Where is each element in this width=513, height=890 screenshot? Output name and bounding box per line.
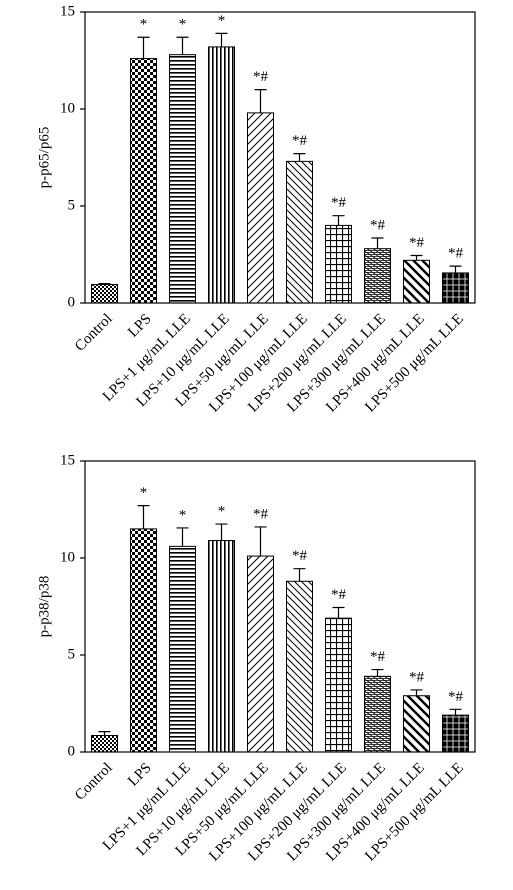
y-tick-label: 10 <box>60 100 75 116</box>
bar <box>247 555 274 753</box>
bar <box>286 580 313 753</box>
significance-label: *# <box>292 548 308 564</box>
significance-label: * <box>179 17 187 33</box>
error-bar <box>371 237 384 249</box>
bar <box>247 112 274 304</box>
y-tick-label: 5 <box>68 646 76 662</box>
plot-frame <box>84 460 476 753</box>
x-tick-label: Control <box>72 760 116 804</box>
bar <box>325 224 352 304</box>
bar <box>169 54 196 304</box>
y-axis-label: p-p65/p65 <box>36 127 52 189</box>
bar <box>208 540 235 753</box>
significance-label: * <box>140 17 148 33</box>
error-bar <box>215 523 228 541</box>
y-tick-label: 0 <box>68 743 76 759</box>
error-bar <box>449 265 462 273</box>
significance-label: * <box>218 503 226 519</box>
x-tick-label: LPS <box>125 760 155 790</box>
significance-label: * <box>179 507 187 523</box>
significance-label: *# <box>253 506 269 522</box>
error-bar <box>98 283 111 285</box>
bar <box>130 58 157 304</box>
bar <box>403 695 430 753</box>
error-bar <box>293 568 306 582</box>
bar <box>364 248 391 304</box>
error-bar <box>176 527 189 547</box>
plot-frame <box>84 11 476 304</box>
error-bar <box>254 526 267 557</box>
significance-label: *# <box>448 689 464 705</box>
y-axis-label: p-p38/p38 <box>36 576 52 638</box>
significance-label: *# <box>253 69 269 85</box>
error-bar <box>176 36 189 55</box>
x-tick-label: Control <box>72 311 116 355</box>
bar <box>364 675 391 753</box>
bar <box>403 259 430 304</box>
error-bar <box>410 254 423 261</box>
y-tick-label: 15 <box>60 452 75 468</box>
significance-label: *# <box>370 649 386 665</box>
bar <box>442 714 469 753</box>
bar <box>91 284 118 304</box>
significance-label: *# <box>409 669 425 685</box>
error-bar <box>215 32 228 47</box>
bar <box>91 735 118 753</box>
error-bar <box>449 708 462 716</box>
error-bar <box>293 153 306 162</box>
significance-label: *# <box>370 217 386 233</box>
bar <box>130 528 157 753</box>
bar <box>442 272 469 304</box>
bar <box>169 545 196 753</box>
y-tick-label: 5 <box>68 197 76 213</box>
y-tick-label: 15 <box>60 3 75 19</box>
error-bar <box>98 731 111 736</box>
significance-label: *# <box>448 246 464 262</box>
significance-label: * <box>218 13 226 29</box>
x-tick-label: LPS <box>125 311 155 341</box>
bar <box>208 46 235 304</box>
bar <box>286 160 313 304</box>
bar <box>325 617 352 753</box>
y-tick-label: 10 <box>60 549 75 565</box>
error-bar <box>371 668 384 677</box>
error-bar <box>410 689 423 696</box>
error-bar <box>332 606 345 619</box>
error-bar <box>137 505 150 529</box>
error-bar <box>254 89 267 113</box>
significance-label: * <box>140 485 148 501</box>
significance-label: *# <box>409 235 425 251</box>
significance-label: *# <box>331 195 347 211</box>
error-bar <box>332 215 345 226</box>
significance-label: *# <box>292 133 308 149</box>
y-tick-label: 0 <box>68 294 76 310</box>
error-bar <box>137 36 150 59</box>
significance-label: *# <box>331 587 347 603</box>
